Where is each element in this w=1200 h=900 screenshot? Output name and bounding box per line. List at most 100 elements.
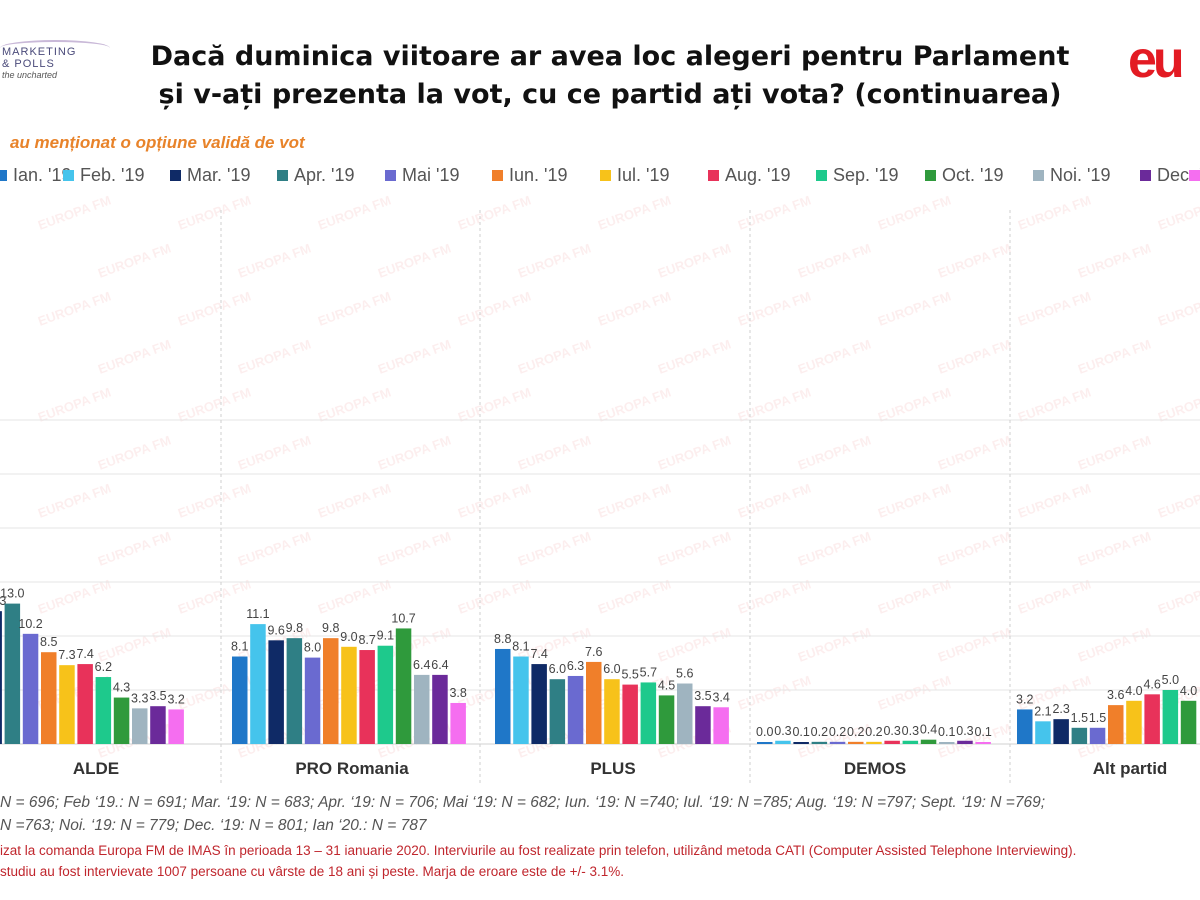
bar <box>495 648 511 744</box>
bar <box>1071 727 1088 744</box>
category-label: PLUS <box>590 759 635 778</box>
data-label: 0.3 <box>956 724 973 738</box>
data-label: 8.7 <box>358 633 375 647</box>
watermark-text: EUROPA FM <box>656 337 733 377</box>
watermark-text: EUROPA FM <box>96 529 173 569</box>
watermark-text: EUROPA FM <box>376 529 453 569</box>
data-label: 6.2 <box>95 660 112 674</box>
watermark-text: EUROPA FM <box>656 529 733 569</box>
watermark-text: EUROPA FM <box>1016 577 1093 617</box>
bar <box>450 702 466 744</box>
data-label: 0.3 <box>883 724 900 738</box>
data-label: 7.6 <box>585 645 602 659</box>
data-label: 3.8 <box>449 686 466 700</box>
data-label: 9.8 <box>286 621 303 635</box>
bar-chart: EUROPA FM EUROPA FM EUROPA FM EUROPA FM EURO… <box>0 193 1200 785</box>
bar <box>168 709 184 744</box>
bar <box>1053 719 1069 744</box>
legend-label: Apr. '19 <box>294 164 355 185</box>
data-label: 8.8 <box>494 632 511 646</box>
data-label: 2.1 <box>1034 704 1051 718</box>
data-label: 3.3 <box>131 691 148 705</box>
bar <box>113 697 130 744</box>
bar <box>975 742 991 744</box>
data-label: 6.4 <box>413 658 430 672</box>
watermark-text: EUROPA FM <box>176 481 253 521</box>
watermark-text: EUROPA FM <box>456 289 533 329</box>
watermark-text: EUROPA FM <box>376 433 453 473</box>
data-label: 8.1 <box>512 640 529 654</box>
bar <box>1126 700 1142 744</box>
data-label: 6.0 <box>549 662 566 676</box>
category-label: Alt partid <box>1093 759 1168 778</box>
bar <box>1035 721 1051 744</box>
data-label: 4.3 <box>113 681 130 695</box>
legend-swatch <box>708 169 719 181</box>
data-label: 8.5 <box>40 635 57 649</box>
watermark-text: EUROPA FM <box>736 385 813 425</box>
watermark-text: EUROPA FM <box>96 433 173 473</box>
data-label: 7.4 <box>530 647 547 661</box>
legend-item: Oct. '19 <box>925 163 1003 187</box>
watermark-text: EUROPA FM <box>936 337 1013 377</box>
bar <box>377 645 394 744</box>
watermark-text: EUROPA FM <box>656 241 733 281</box>
data-label: 12.3 <box>0 594 6 608</box>
data-label: 0.1 <box>938 725 955 739</box>
watermark-text: EUROPA FM <box>1156 577 1200 617</box>
data-label: 0.4 <box>920 723 937 737</box>
bar <box>658 695 675 744</box>
data-label: 0.1 <box>792 725 809 739</box>
data-label: 5.7 <box>640 665 657 679</box>
watermark-text: EUROPA FM <box>316 385 393 425</box>
chart-subtitle: au menționat o opțiune validă de vot <box>10 133 305 152</box>
watermark-text: EUROPA FM <box>36 193 113 233</box>
watermark-text: EUROPA FM <box>516 337 593 377</box>
bar <box>95 677 112 744</box>
logo-tagline: the uncharted <box>2 70 58 80</box>
bar <box>695 706 711 744</box>
bar <box>549 679 566 744</box>
data-label: 5.6 <box>676 667 693 681</box>
legend-item: Ian. '19 <box>0 163 71 187</box>
sample-sizes-line2: N =763; Noi. ‘19: N = 779; Dec. ‘19: N =… <box>0 817 427 834</box>
legend-label: Aug. '19 <box>725 164 791 185</box>
bar <box>713 707 729 744</box>
legend-swatch <box>63 169 74 181</box>
watermark-text: EUROPA FM <box>596 481 673 521</box>
watermark-text: EUROPA FM <box>516 529 593 569</box>
watermark-text: EUROPA FM <box>316 289 393 329</box>
watermark-text: EUROPA FM <box>456 481 533 521</box>
watermark-text: EUROPA FM <box>796 433 873 473</box>
bar <box>586 661 602 744</box>
data-label: 1.5 <box>1071 711 1088 725</box>
legend-item: Mar. '19 <box>170 163 250 187</box>
logo-swoosh-icon <box>0 40 110 56</box>
watermark-text: EUROPA FM <box>96 625 173 665</box>
watermark-text: EUROPA FM <box>736 481 813 521</box>
bar <box>902 740 919 744</box>
title-line1: Dacă duminica viitoare ar avea loc alege… <box>150 41 1070 72</box>
watermark-text: EUROPA FM <box>1016 193 1093 233</box>
watermark-text: EUROPA FM <box>596 193 673 233</box>
data-label: 3.4 <box>712 690 729 704</box>
bar <box>1017 709 1033 744</box>
watermark-text: EUROPA FM <box>796 529 873 569</box>
bar <box>359 650 375 744</box>
data-label: 6.4 <box>431 658 448 672</box>
data-label: 6.0 <box>603 662 620 676</box>
category-label: PRO Romania <box>295 759 409 778</box>
watermark-text: EUROPA FM <box>736 673 813 713</box>
data-label: 4.0 <box>1125 684 1142 698</box>
legend-item <box>1189 163 1200 187</box>
imas-logo: MARKETING & POLLS the uncharted <box>0 40 110 90</box>
watermark-text: EUROPA FM <box>876 289 953 329</box>
data-label: 3.2 <box>167 692 184 706</box>
data-label: 0.2 <box>811 725 828 739</box>
watermark-text: EUROPA FM <box>96 241 173 281</box>
bar <box>304 657 321 744</box>
watermark-text: EUROPA FM <box>936 241 1013 281</box>
watermark-text: EUROPA FM <box>36 289 113 329</box>
watermark-text: EUROPA FM <box>1076 433 1153 473</box>
logo-line1: MARKETING <box>2 46 77 58</box>
